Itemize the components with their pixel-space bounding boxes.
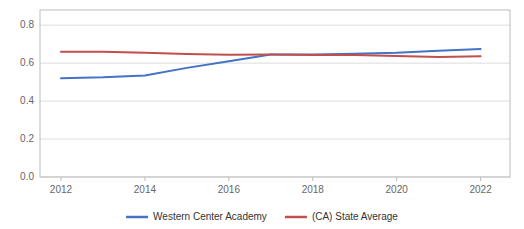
x-tick-label: 2012 [50, 184, 73, 195]
y-tick-label: 0.8 [20, 19, 34, 30]
x-tick [60, 177, 61, 181]
x-tick [228, 177, 229, 181]
x-tick-label: 2018 [302, 184, 325, 195]
x-tick [396, 177, 397, 181]
y-grid [40, 25, 510, 177]
legend-label: Western Center Academy [153, 211, 267, 222]
legend: Western Center Academy (CA) State Average [126, 211, 398, 222]
legend-item: Western Center Academy [126, 211, 267, 222]
lines [61, 49, 481, 78]
plot-frame [40, 10, 510, 177]
x-tick [480, 177, 481, 181]
grid-line [40, 101, 510, 102]
legend-swatch [285, 216, 307, 219]
chart-container: 0.0 0.2 0.4 0.6 0.8 2012 2014 2016 2018 2020 2022 W… [0, 0, 524, 229]
y-tick-label: 0.2 [20, 133, 34, 144]
grid-line [40, 139, 510, 140]
x-tick-label: 2020 [386, 184, 409, 195]
y-tick-label: 0.0 [20, 171, 34, 182]
legend-label: (CA) State Average [312, 211, 398, 222]
y-tick-label: 0.6 [20, 57, 34, 68]
grid-line [40, 63, 510, 64]
chart-svg: 0.0 0.2 0.4 0.6 0.8 2012 2014 2016 2018 2020 2022 W… [0, 0, 524, 229]
y-tick-labels: 0.0 0.2 0.4 0.6 0.8 [20, 19, 34, 182]
x-tick-label: 2014 [134, 184, 157, 195]
x-tick-label: 2016 [218, 184, 241, 195]
series-line [61, 49, 481, 78]
y-tick-label: 0.4 [20, 95, 34, 106]
series-line [61, 52, 481, 57]
x-tick [144, 177, 145, 181]
grid-line [40, 25, 510, 26]
x-ticks: 2012 2014 2016 2018 2020 2022 [50, 177, 492, 195]
legend-item: (CA) State Average [285, 211, 398, 222]
x-tick-label: 2022 [470, 184, 493, 195]
legend-swatch [126, 216, 148, 219]
x-tick [312, 177, 313, 181]
